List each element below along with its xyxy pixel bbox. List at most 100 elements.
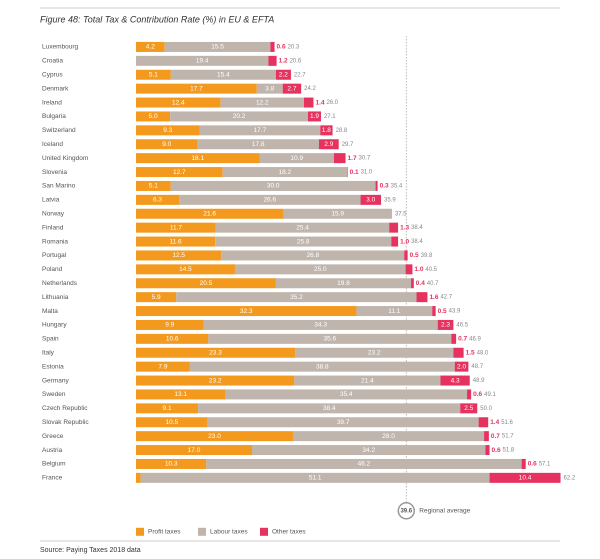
bar-segment: [179, 194, 361, 205]
value-label: 15.9: [331, 210, 344, 217]
value-label: 1.2: [279, 58, 288, 65]
bar-segment: [268, 55, 277, 66]
total-label: 37.5: [395, 211, 407, 217]
value-label: 23.2: [209, 377, 222, 384]
total-label: 35.4: [391, 184, 403, 190]
bar-segment: [294, 375, 441, 386]
value-label: 5.9: [152, 294, 161, 301]
total-label: 43.9: [449, 309, 461, 315]
bar-segment: [199, 125, 321, 136]
bar-segment: [215, 236, 392, 247]
category-label: Sweden: [42, 391, 66, 398]
value-label: 10.4: [519, 475, 532, 482]
bar-segment: [136, 125, 200, 136]
value-label: 17.7: [190, 85, 203, 92]
category-label: Netherlands: [42, 280, 78, 287]
category-label: Iceland: [42, 141, 63, 148]
bar-segment: [282, 83, 302, 94]
bar-segment: [256, 83, 283, 94]
bar-segment: [136, 83, 257, 94]
total-label: 28.8: [336, 128, 348, 134]
value-label: 26.6: [263, 197, 276, 204]
value-label: 1.8: [322, 127, 331, 134]
bar-segment: [136, 347, 296, 358]
category-label: Ireland: [42, 99, 62, 106]
value-label: 18.1: [191, 155, 204, 162]
value-label: 0.6: [528, 461, 537, 468]
bar-segment: [136, 55, 269, 66]
value-label: 39.7: [337, 419, 350, 426]
value-label: 32.3: [240, 308, 253, 315]
value-label: 17.8: [252, 141, 265, 148]
value-label: 2.2: [279, 71, 288, 78]
bar-segment: [136, 139, 198, 150]
bar-segment: [136, 472, 141, 483]
value-label: 5.1: [149, 71, 158, 78]
value-label: 12.5: [172, 252, 185, 259]
bar-segment: [360, 194, 382, 205]
bar-segment: [453, 347, 464, 358]
value-label: 2.5: [464, 405, 473, 412]
total-label: 42.7: [440, 295, 452, 301]
bar-segment: [136, 403, 199, 414]
bar-segment: [164, 41, 271, 52]
bar-segment: [252, 445, 486, 456]
category-label: Slovak Republic: [42, 419, 89, 426]
value-label: 12.2: [256, 99, 269, 106]
value-label: 1.3: [400, 224, 409, 231]
value-label: 21.6: [203, 210, 216, 217]
value-label: 20.5: [200, 280, 213, 287]
value-label: 0.6: [473, 391, 482, 398]
category-label: Slovenia: [42, 169, 67, 176]
bar-segment: [136, 361, 190, 372]
bar-segment: [208, 333, 452, 344]
bar-segment: [451, 333, 457, 344]
value-label: 20.2: [233, 113, 246, 120]
value-label: 4.2: [146, 44, 155, 51]
total-label: 39.8: [421, 253, 433, 259]
bar-segment: [136, 250, 222, 261]
category-label: Romania: [42, 238, 68, 245]
value-label: 38.4: [323, 405, 336, 412]
bar-segment: [136, 111, 171, 122]
value-label: 25.0: [314, 266, 327, 273]
value-label: 6.3: [153, 197, 162, 204]
category-label: Cyprus: [42, 71, 63, 78]
bar-segment: [136, 417, 208, 428]
value-label: 12.7: [173, 169, 186, 176]
legend-swatch: [136, 527, 144, 536]
bar-segment: [416, 292, 428, 303]
value-label: 11.7: [170, 224, 183, 231]
category-label: Austria: [42, 447, 63, 454]
value-label: 18.2: [278, 169, 291, 176]
total-label: 26.0: [326, 100, 338, 106]
value-label: 2.3: [441, 322, 450, 329]
value-label: 11.6: [170, 238, 183, 245]
legend-label: Other taxes: [272, 529, 306, 536]
bar-segment: [170, 111, 308, 122]
total-label: 51.7: [502, 434, 514, 440]
bar-segment: [389, 222, 399, 233]
value-label: 1.4: [490, 419, 499, 426]
total-label: 40.7: [427, 281, 439, 287]
value-label: 3.0: [366, 197, 375, 204]
value-label: 30.0: [267, 183, 280, 190]
bar-segment: [404, 250, 408, 261]
value-label: 23.0: [208, 433, 221, 440]
value-label: 13.1: [174, 391, 187, 398]
total-label: 49.1: [484, 392, 496, 398]
bar-segment: [136, 319, 204, 330]
bar-segment: [295, 347, 454, 358]
category-label: Norway: [42, 210, 65, 217]
category-label: Greece: [42, 433, 64, 440]
total-label: 20.6: [290, 58, 302, 64]
category-label: Estonia: [42, 363, 64, 370]
category-label: Malta: [42, 308, 58, 315]
bar-segment: [203, 319, 438, 330]
value-label: 9.9: [165, 322, 174, 329]
total-label: 51.6: [501, 420, 513, 426]
bar-segment: [270, 41, 275, 52]
total-label: 38.4: [411, 225, 423, 231]
